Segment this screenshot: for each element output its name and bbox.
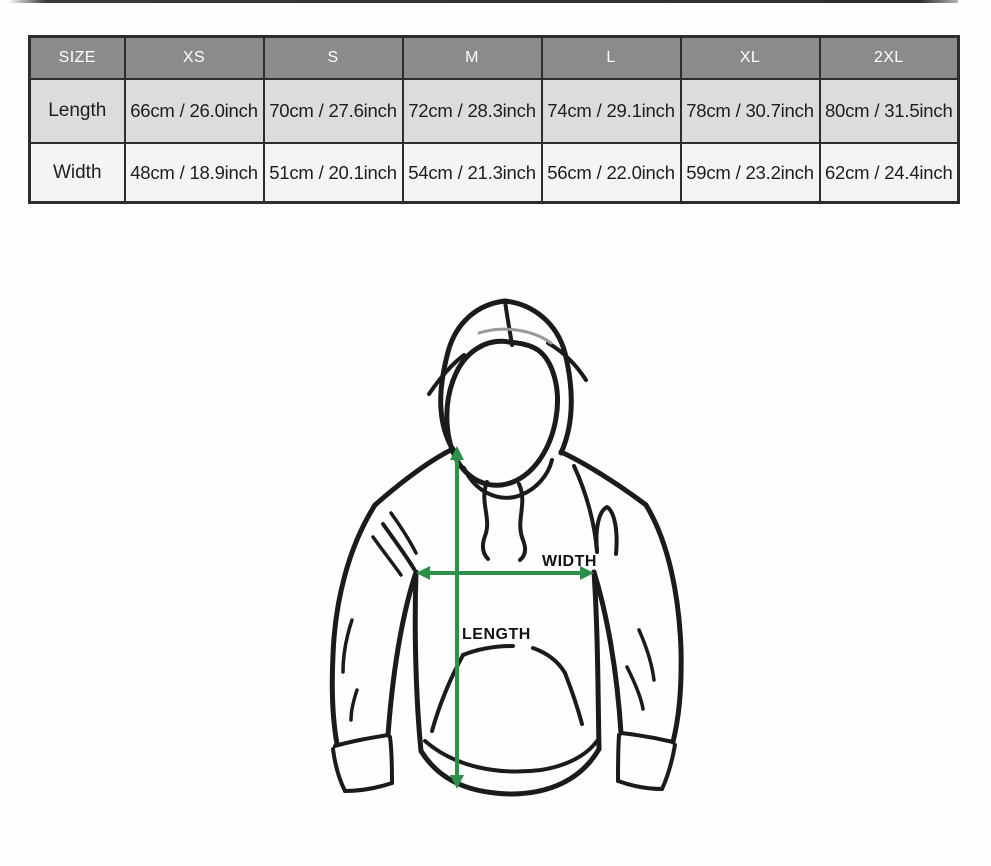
right-sleeve (591, 502, 684, 745)
length-arrow (450, 446, 464, 789)
length-arrowhead-top (450, 446, 464, 460)
header-cell-l: L (540, 35, 682, 80)
hoodie-measurement-diagram: WIDTH LENGTH (329, 298, 684, 797)
header-cell-size: SIZE (28, 35, 126, 80)
length-2xl-cell: 80cm / 31.5inch (818, 78, 960, 144)
left-sleeve (329, 502, 419, 747)
width-s-cell: 51cm / 20.1inch (262, 142, 404, 204)
width-arrowhead-right (580, 566, 594, 580)
size-table-header-row: SIZE XS S M L XL 2XL (28, 35, 960, 80)
top-divider-line (8, 0, 958, 3)
torso-outline (412, 569, 602, 797)
length-arrowhead-bottom (450, 775, 464, 789)
header-cell-m: M (401, 35, 543, 80)
width-xl-cell: 59cm / 23.2inch (679, 142, 821, 204)
width-arrow (416, 566, 594, 580)
size-table: SIZE XS S M L XL 2XL Length 66cm / 26.0i… (28, 35, 960, 204)
header-cell-s: S (262, 35, 404, 80)
width-l-cell: 56cm / 22.0inch (540, 142, 682, 204)
width-label: WIDTH (542, 553, 597, 570)
hoodie-drawing (329, 298, 684, 797)
kangaroo-pocket (430, 644, 584, 733)
fabric-fold-lines (341, 464, 656, 722)
length-l-cell: 74cm / 29.1inch (540, 78, 682, 144)
header-cell-xs: XS (123, 35, 265, 80)
length-label: LENGTH (462, 626, 531, 643)
width-2xl-cell: 62cm / 24.4inch (818, 142, 960, 204)
hood-inner-fold-line (477, 327, 553, 345)
length-m-cell: 72cm / 28.3inch (401, 78, 543, 144)
table-row-width: Width 48cm / 18.9inch 51cm / 20.1inch 54… (28, 142, 960, 204)
length-xs-cell: 66cm / 26.0inch (123, 78, 265, 144)
table-row-length: Length 66cm / 26.0inch 70cm / 27.6inch 7… (28, 78, 960, 144)
shoulders (372, 446, 649, 508)
length-s-cell: 70cm / 27.6inch (262, 78, 404, 144)
left-cuff (331, 733, 394, 793)
header-cell-2xl: 2XL (818, 35, 960, 80)
width-m-cell: 54cm / 21.3inch (401, 142, 543, 204)
drawstrings (480, 480, 528, 562)
row-label-length: Length (28, 78, 126, 144)
header-cell-xl: XL (679, 35, 821, 80)
row-label-width: Width (28, 142, 126, 204)
right-cuff (616, 731, 677, 791)
width-arrowhead-left (416, 566, 430, 580)
hem-inner-line (423, 739, 599, 774)
length-xl-cell: 78cm / 30.7inch (679, 78, 821, 144)
width-xs-cell: 48cm / 18.9inch (123, 142, 265, 204)
